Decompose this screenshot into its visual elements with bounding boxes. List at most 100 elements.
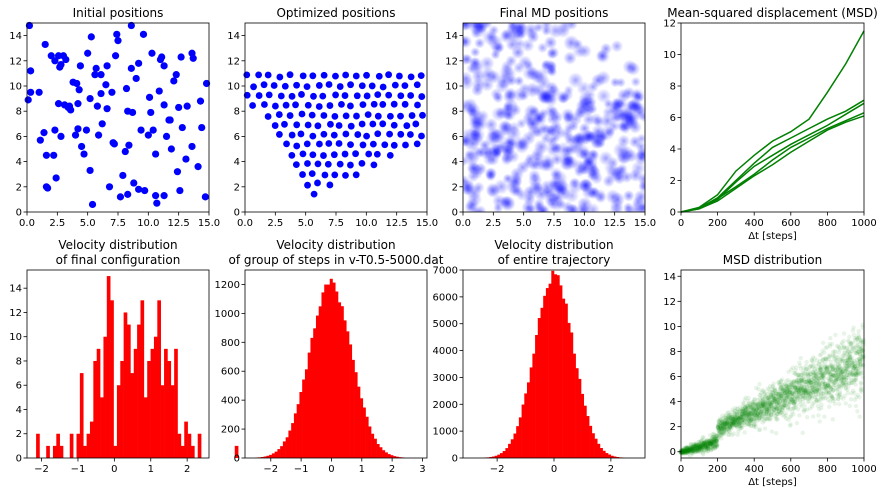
- data-point: [330, 151, 338, 159]
- data-point: [358, 159, 366, 167]
- density-mark: [772, 404, 777, 410]
- density-mark: [708, 440, 714, 446]
- density-mark: [762, 392, 767, 397]
- chart-title: Mean-squared displacement (MSD): [667, 6, 878, 20]
- data-point: [397, 92, 405, 100]
- density-mark: [735, 415, 740, 421]
- density-mark: [783, 383, 789, 388]
- density-mark: [758, 415, 763, 420]
- density-mark: [766, 404, 771, 409]
- density-mark: [793, 380, 798, 385]
- density-mark: [848, 397, 854, 402]
- density-mark: [705, 441, 710, 447]
- density-mark: [732, 417, 737, 422]
- density-mark: [779, 410, 784, 415]
- density-blob: [605, 189, 621, 205]
- density-mark: [698, 447, 703, 453]
- data-point: [288, 151, 296, 159]
- data-point: [358, 120, 366, 128]
- density-mark: [722, 424, 727, 430]
- histogram-bar: [543, 295, 547, 458]
- density-mark: [779, 378, 784, 384]
- density-mark: [756, 408, 761, 414]
- plot-area: [483, 270, 625, 458]
- density-mark: [728, 415, 733, 421]
- data-point: [331, 171, 339, 179]
- data-point: [149, 126, 157, 134]
- density-mark: [748, 405, 754, 410]
- density-mark: [685, 448, 691, 453]
- density-mark: [776, 395, 782, 401]
- density-mark: [771, 381, 776, 386]
- density-mark: [767, 387, 772, 392]
- density-mark: [730, 420, 736, 425]
- density-mark: [774, 405, 779, 410]
- y-tick-label: 4: [234, 157, 240, 168]
- data-point: [327, 120, 334, 128]
- density-mark: [770, 384, 776, 389]
- density-mark: [752, 396, 757, 402]
- density-blob: [471, 23, 487, 39]
- density-mark: [733, 408, 738, 414]
- density-mark: [775, 392, 781, 397]
- data-point: [51, 126, 59, 134]
- y-tick-label: 8: [16, 107, 22, 118]
- density-mark: [684, 447, 689, 452]
- y-tick-label: 0: [670, 447, 676, 458]
- density-mark: [791, 400, 796, 406]
- density-mark: [785, 392, 790, 397]
- density-mark: [731, 418, 736, 424]
- plot-area: [255, 278, 405, 458]
- density-mark: [748, 418, 754, 424]
- density-mark: [780, 404, 786, 409]
- density-mark: [689, 447, 695, 452]
- density-mark: [779, 404, 784, 409]
- density-mark: [778, 384, 784, 390]
- density-mark: [740, 416, 746, 421]
- density-blob: [633, 189, 645, 205]
- density-mark: [727, 424, 733, 429]
- density-mark: [780, 398, 786, 403]
- density-mark: [752, 405, 757, 411]
- data-point: [127, 64, 135, 72]
- x-tick-label: 5.0: [80, 218, 96, 229]
- density-mark: [730, 422, 735, 428]
- density-mark: [777, 398, 783, 404]
- density-mark: [682, 449, 687, 454]
- density-mark: [745, 403, 750, 409]
- density-mark: [745, 405, 751, 411]
- density-mark: [724, 420, 730, 426]
- density-mark: [696, 443, 702, 448]
- density-mark: [726, 428, 731, 433]
- density-mark: [743, 411, 748, 416]
- density-mark: [753, 413, 758, 418]
- density-mark: [754, 406, 760, 412]
- density-mark: [745, 413, 750, 418]
- density-mark: [859, 381, 864, 386]
- density-mark: [785, 400, 791, 405]
- density-mark: [699, 443, 704, 449]
- density-mark: [721, 427, 726, 432]
- density-mark: [694, 448, 699, 454]
- data-point: [156, 55, 165, 64]
- density-mark: [742, 404, 748, 410]
- density-mark: [737, 424, 742, 429]
- density-mark: [734, 412, 739, 417]
- data-point: [59, 52, 67, 60]
- density-mark: [730, 409, 735, 415]
- x-tick-label: 400: [745, 464, 764, 475]
- density-mark: [755, 404, 760, 409]
- density-mark: [739, 425, 744, 431]
- x-tick-label: 0: [111, 464, 117, 475]
- density-mark: [680, 447, 686, 452]
- density-mark: [700, 440, 705, 446]
- density-mark: [703, 439, 708, 445]
- data-point: [363, 132, 370, 140]
- density-mark: [752, 416, 758, 422]
- density-mark: [686, 447, 691, 453]
- density-mark: [724, 420, 730, 425]
- density-mark: [705, 445, 710, 451]
- density-mark: [774, 416, 780, 421]
- data-point: [71, 131, 80, 139]
- density-mark: [742, 416, 747, 422]
